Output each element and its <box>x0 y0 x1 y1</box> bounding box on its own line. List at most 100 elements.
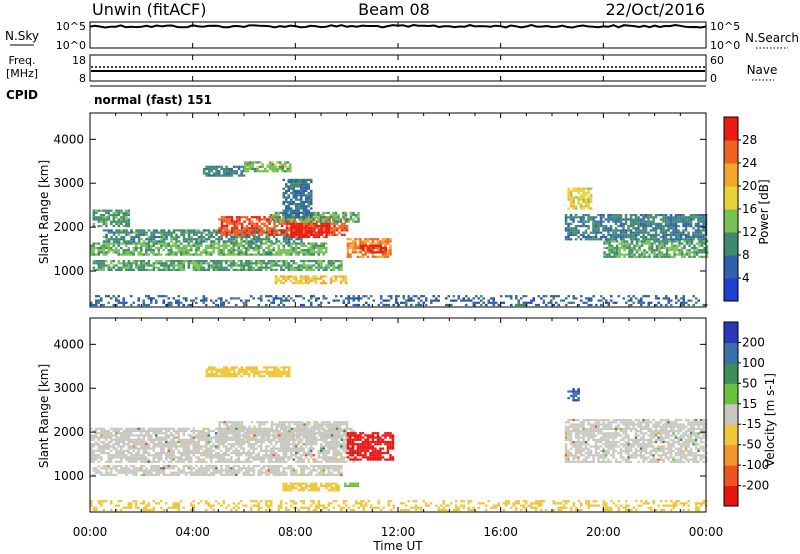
x-tick-label: 12:00 <box>381 525 416 539</box>
power-cbar-label: Power [dB] <box>757 179 771 244</box>
colorbar-segment <box>724 485 738 507</box>
x-tick-label: 04:00 <box>175 525 210 539</box>
y-tick-label: 1000 <box>53 264 84 278</box>
scatter-region <box>290 222 331 239</box>
nsky-label: N.Sky <box>5 29 39 43</box>
scatter-region <box>244 161 292 173</box>
x-tick-label: 20:00 <box>586 525 621 539</box>
scatter-region <box>218 421 349 441</box>
colorbar-segment <box>724 403 738 425</box>
nsky-tick-bottom: 10^0 <box>56 39 86 52</box>
y-tick-label: 4000 <box>53 337 84 351</box>
colorbar-segment <box>724 383 738 405</box>
y-tick-label: 2000 <box>53 425 84 439</box>
scatter-region <box>92 209 131 228</box>
colorbar-segment <box>724 444 738 466</box>
colorbar-tick-label: 100 <box>742 356 765 370</box>
colorbar-segment <box>724 232 738 256</box>
power-panel: 1000 2000 3000 4000 Slant Range [km] 4 8 12 16… <box>37 112 771 308</box>
y-tick-label: 4000 <box>53 132 84 146</box>
scatter-region <box>269 211 360 223</box>
nave-tick-top: 60 <box>710 54 724 67</box>
colorbar-segment <box>724 362 738 384</box>
nsky-panel: N.Sky 10^5 10^0 10^5 10^0 N.Search <box>5 20 799 52</box>
x-tick-label: 00:00 <box>689 525 724 539</box>
nsearch-tick-bottom: 10^0 <box>710 39 740 52</box>
freq-tick-top: 18 <box>72 54 86 67</box>
x-tick-label: 08:00 <box>278 525 313 539</box>
colorbar-tick-label: -100 <box>742 458 769 472</box>
velocity-cbar-label: Velocity [m s-1] <box>763 373 777 467</box>
station-title: Unwin (fitACF) <box>92 0 206 19</box>
scatter-region <box>564 419 708 463</box>
freq-panel: Freq. [MHz] 18 8 60 0 Nave <box>6 54 777 85</box>
freq-label: Freq. <box>8 54 35 67</box>
scatter-region <box>90 242 328 256</box>
colorbar-segment <box>724 209 738 233</box>
colorbar-segment <box>724 424 738 446</box>
velocity-panel: 1000 2000 3000 4000 Slant Range [km] 200 100… <box>37 317 777 513</box>
colorbar-tick-label: -50 <box>742 438 762 452</box>
nave-tick-bottom: 0 <box>710 72 717 85</box>
colorbar-segment <box>724 255 738 279</box>
time-xlabel: Time UT <box>372 539 423 553</box>
colorbar-segment <box>724 465 738 487</box>
colorbar-tick-label: 28 <box>742 133 757 147</box>
nave-label: Nave <box>747 63 778 77</box>
scatter-region <box>564 214 708 241</box>
time-axis: 00:00 04:00 08:00 12:00 16:00 20:00 00:00 <box>73 22 724 539</box>
y-tick-label: 3000 <box>53 381 84 395</box>
colorbar-segment <box>724 278 738 302</box>
colorbar-tick-label: 8 <box>742 248 750 262</box>
colorbar-tick-label: 200 <box>742 335 765 349</box>
colorbar-tick-label: 20 <box>742 179 757 193</box>
colorbar-segment <box>724 186 738 210</box>
beam-title: Beam 08 <box>358 0 430 19</box>
power-ylabel: Slant Range [km] <box>37 160 51 264</box>
nsearch-tick-top: 10^5 <box>710 20 740 33</box>
scatter-region <box>92 260 343 271</box>
scatter-region <box>90 427 355 463</box>
colorbar-tick-label: -200 <box>742 479 769 493</box>
scatter-region <box>282 178 313 219</box>
date-title: 22/Oct/2016 <box>605 0 705 19</box>
velocity-ylabel: Slant Range [km] <box>37 364 51 468</box>
scatter-region <box>359 244 387 254</box>
scatter-region <box>92 465 343 476</box>
scatter-region <box>567 388 580 402</box>
scatter-region <box>205 366 291 378</box>
colorbar-tick-label: 12 <box>742 225 757 239</box>
colorbar-tick-label: -15 <box>742 417 762 431</box>
colorbar-tick-label: 24 <box>742 156 757 170</box>
scatter-region <box>102 229 303 243</box>
scatter-region <box>567 187 593 210</box>
cpid-label: CPID <box>6 88 38 102</box>
scatter-region <box>90 295 708 307</box>
colorbar-segment <box>724 140 738 164</box>
scatter-region <box>90 500 708 512</box>
freq-tick-bottom: 8 <box>79 72 86 85</box>
y-tick-label: 3000 <box>53 176 84 190</box>
colorbar-segment <box>724 117 738 141</box>
y-tick-label: 2000 <box>53 220 84 234</box>
scatter-region <box>274 275 348 285</box>
cpid-panel: CPID normal (fast) 151 <box>6 85 706 107</box>
colorbar-tick-label: 16 <box>742 202 757 216</box>
scatter-region <box>282 482 340 492</box>
cpid-value: normal (fast) 151 <box>94 93 212 107</box>
colorbar-segment <box>724 342 738 364</box>
y-tick-label: 1000 <box>53 469 84 483</box>
colorbar-segment <box>724 163 738 187</box>
freq-unit: [MHz] <box>6 67 38 80</box>
scatter-region <box>346 432 395 461</box>
nsky-tick-top: 10^5 <box>56 20 86 33</box>
colorbar-tick-label: 50 <box>742 376 757 390</box>
colorbar-tick-label: 4 <box>742 271 750 285</box>
scatter-region <box>202 165 246 177</box>
scatter-region <box>344 482 360 487</box>
x-tick-label: 16:00 <box>483 525 518 539</box>
x-tick-label: 00:00 <box>73 525 108 539</box>
colorbar-segment <box>724 322 738 343</box>
nsearch-label: N.Search <box>745 31 799 45</box>
